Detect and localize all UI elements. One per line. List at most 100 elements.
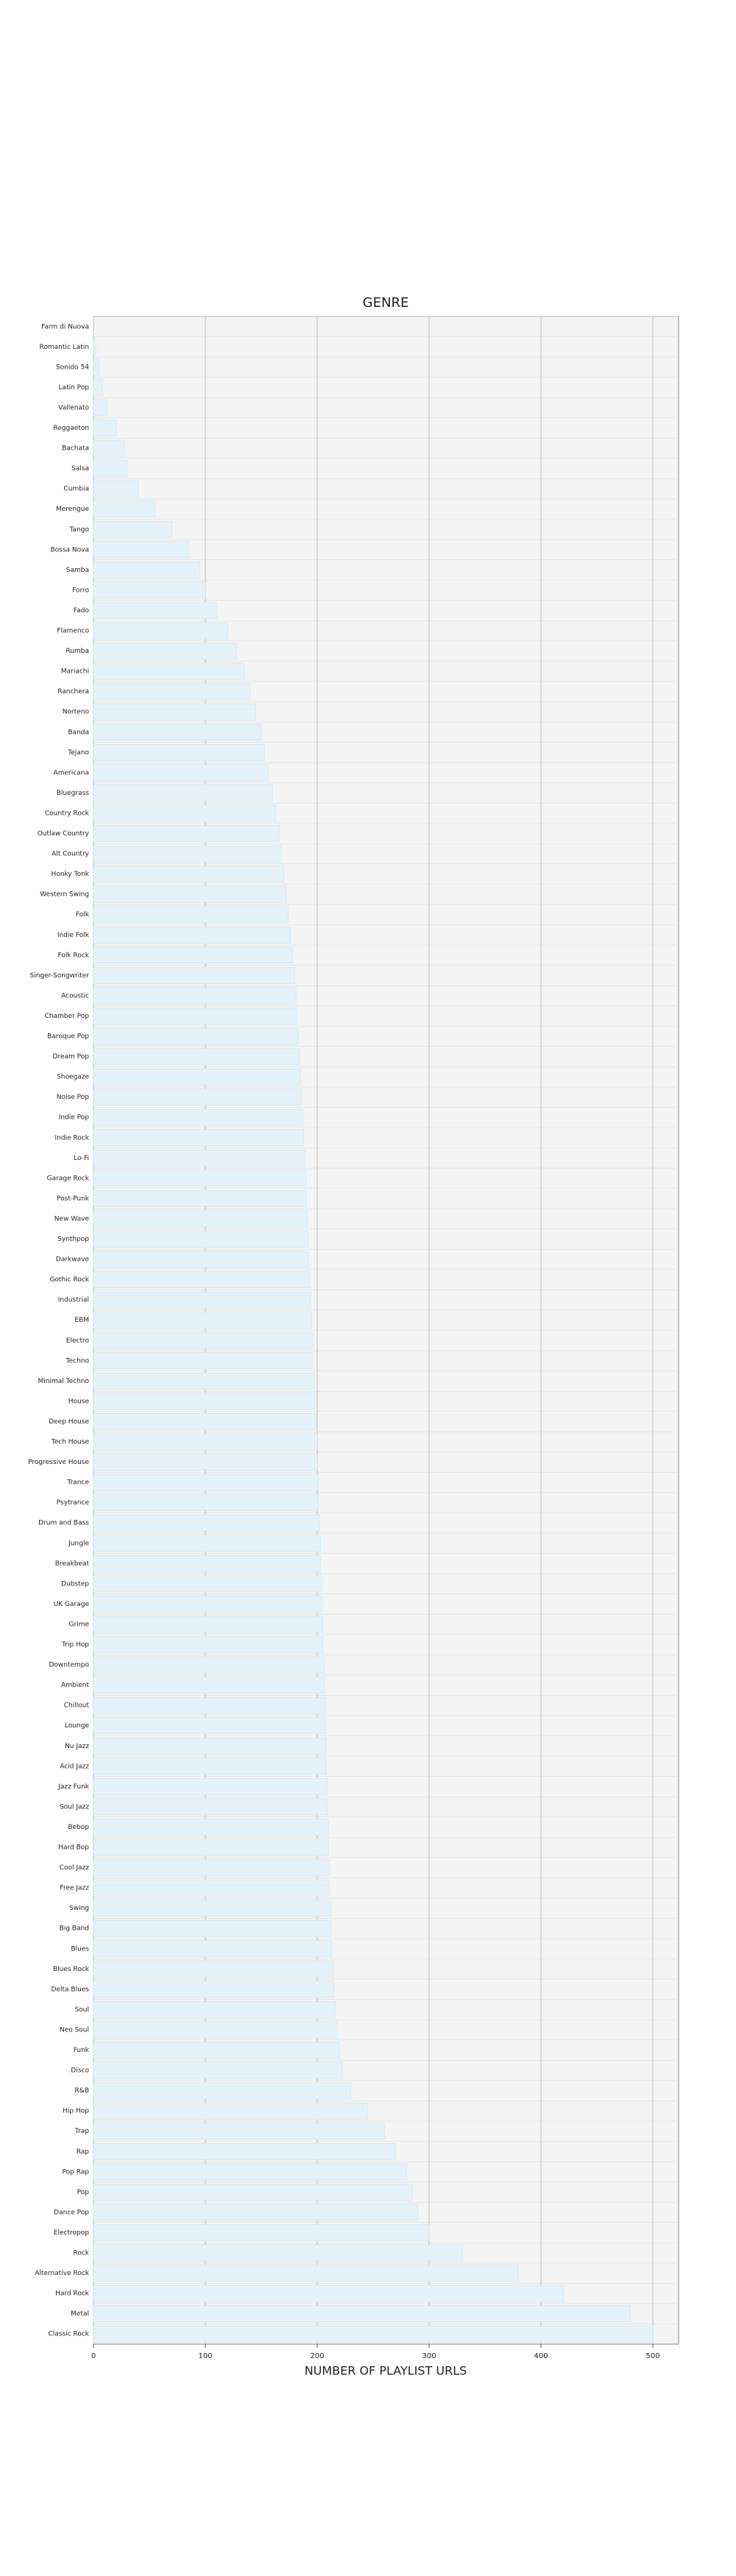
bar [93, 1373, 314, 1390]
bar [93, 2184, 413, 2201]
y-tick-label: Samba [66, 567, 89, 574]
bar [93, 1961, 333, 1978]
x-tick-label: 200 [310, 2352, 324, 2360]
bar [93, 723, 262, 741]
bar [93, 602, 217, 619]
y-tick-label: Flamenco [57, 628, 89, 635]
bar [93, 967, 295, 984]
y-tick-label: Americana [54, 769, 89, 776]
x-tick-label: 500 [645, 2352, 659, 2360]
bar [93, 1008, 297, 1025]
y-tick-label: Noise Pop [57, 1094, 89, 1101]
y-tick-label: Garage Rock [47, 1175, 90, 1182]
y-tick-label: Big Band [60, 1925, 89, 1933]
y-tick-label: Metal [71, 2310, 89, 2318]
y-tick-label: Singer-Songwriter [29, 972, 89, 980]
bar [93, 1981, 335, 1998]
y-tick-label: Psytrance [57, 1499, 90, 1507]
bar [93, 987, 297, 1005]
y-tick-label: Gothic Rock [49, 1276, 89, 1284]
y-tick-label: Acoustic [61, 992, 89, 999]
bar [93, 1940, 333, 1958]
y-tick-label: Rumba [66, 648, 89, 655]
y-tick-label: Indie Rock [55, 1134, 90, 1142]
bar [93, 1393, 316, 1410]
y-tick-label: Downtempo [49, 1662, 89, 1669]
bar [93, 1312, 312, 1328]
y-tick-label: Classic Rock [48, 2331, 89, 2338]
bar [93, 2325, 654, 2343]
bar [93, 885, 286, 903]
bar [93, 845, 282, 863]
bar [93, 662, 245, 680]
bar [93, 1596, 322, 1613]
y-tick-label: Indie Folk [57, 932, 90, 939]
bar [93, 2021, 338, 2039]
y-tick-label: Fado [74, 607, 90, 615]
bar [93, 1798, 328, 1816]
x-axis-label: NUMBER OF PLAYLIST URLS [305, 2364, 467, 2378]
y-tick-label: Delta Blues [52, 1986, 90, 1993]
bar [93, 1332, 314, 1349]
y-tick-label: Blues Rock [53, 1966, 90, 1973]
bar [93, 1271, 310, 1288]
bar [93, 2204, 419, 2221]
y-tick-label: Pop [77, 2189, 90, 2196]
bar [93, 927, 291, 944]
bar [93, 1819, 329, 1836]
bar [93, 1150, 305, 1167]
y-tick-label: Post-Punk [57, 1195, 90, 1203]
y-tick-label: Blues [71, 1945, 89, 1953]
bar [93, 1454, 318, 1471]
y-tick-label: Mariachi [61, 668, 89, 676]
bar [93, 2265, 519, 2282]
y-tick-label: Neo Soul [60, 2026, 89, 2034]
bar [93, 480, 139, 498]
bar [93, 1738, 327, 1755]
bar [93, 1758, 327, 1775]
x-tick-label: 0 [91, 2352, 96, 2360]
y-tick-label: UK Garage [54, 1601, 90, 1608]
y-tick-label: Dubstep [61, 1580, 89, 1588]
bar [93, 1190, 307, 1207]
y-tick-label: Synthpop [57, 1236, 89, 1243]
y-tick-label: Hard Bop [58, 1844, 89, 1852]
bar [93, 1231, 309, 1248]
y-tick-label: Ambient [61, 1682, 89, 1689]
y-tick-label: Swing [69, 1905, 89, 1912]
y-tick-label: Lounge [65, 1722, 89, 1730]
bar [93, 1433, 318, 1451]
bar [93, 2102, 368, 2120]
y-tick-label: Deep House [49, 1418, 89, 1426]
bar [93, 2042, 340, 2059]
y-tick-label: Techno [66, 1357, 90, 1365]
bar [93, 1616, 323, 1633]
bar [93, 379, 103, 396]
y-tick-label: Hard Rock [55, 2290, 90, 2298]
y-tick-label: Country Rock [45, 810, 90, 817]
bar [93, 804, 277, 822]
y-tick-label: House [68, 1398, 90, 1405]
bar [93, 1677, 325, 1694]
bar [93, 562, 200, 578]
bar [93, 906, 289, 923]
bar [93, 1210, 308, 1228]
bar [93, 1656, 325, 1674]
y-tick-label: Bachata [62, 445, 89, 453]
bar [93, 2305, 631, 2322]
bar [93, 399, 107, 417]
y-tick-label: Disco [71, 2067, 89, 2075]
bar [93, 946, 293, 964]
y-tick-label: Ranchera [57, 688, 89, 696]
y-tick-label: Alternative Rock [35, 2270, 90, 2277]
bar [93, 460, 127, 477]
bar [93, 1879, 330, 1897]
bar [93, 1048, 300, 1065]
y-tick-label: Funk [74, 2047, 90, 2054]
y-tick-label: Shoegaze [57, 1074, 89, 1081]
bar [93, 1089, 302, 1105]
bar [93, 1919, 331, 1937]
bar [93, 2062, 342, 2079]
y-tick-label: New Wave [54, 1215, 90, 1222]
